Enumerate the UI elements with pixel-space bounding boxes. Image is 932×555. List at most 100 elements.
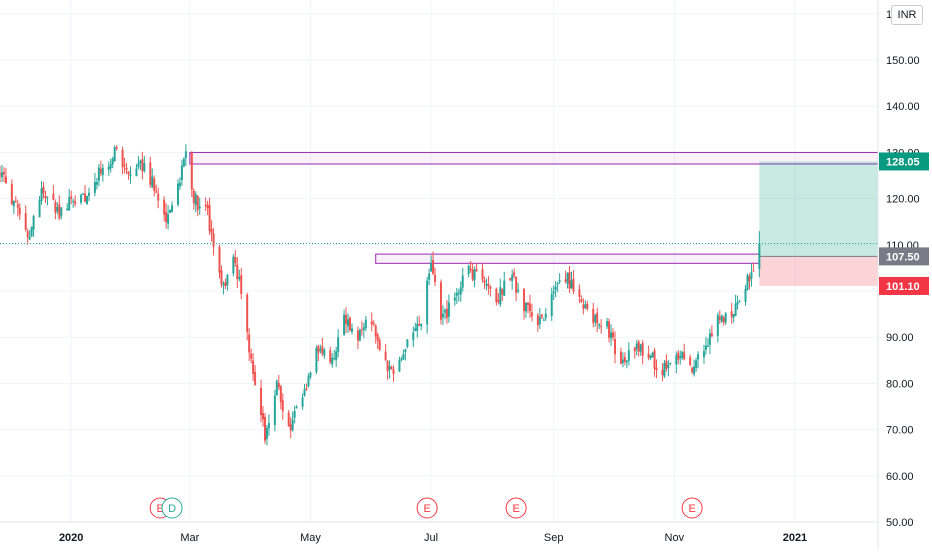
candle-body [141,159,144,172]
candle-body [14,201,17,203]
candle-body [315,347,318,373]
candle-body [390,366,393,369]
candle-body [18,207,21,215]
candle-body [309,372,312,377]
price-label-text: 107.50 [886,251,920,263]
candle-body [275,381,278,396]
event-label: E [157,503,164,515]
candle-body [426,280,429,325]
candle-body [137,163,140,168]
candle-body [558,280,561,282]
candle-body [153,178,156,191]
candle-body [370,321,373,325]
candle-body [457,292,460,294]
candle-body [625,360,628,363]
candle-body [198,206,201,209]
candle-body [592,308,595,323]
candle-body [679,356,682,359]
candle-body [661,369,664,376]
event-circle [416,497,438,519]
candle-body [683,352,686,360]
candle-body [72,200,75,202]
candle-body [60,207,63,216]
candle-body [127,171,130,175]
candle-body [720,315,723,322]
price-label-text: 101.10 [886,281,920,293]
candle-body [503,280,506,296]
candle-body [550,294,553,316]
candle-body [708,333,711,345]
candle-body [398,360,401,372]
candle-body [655,367,658,371]
candle-body [744,288,747,302]
candle-body [517,289,520,292]
candle-body [347,319,350,327]
candle-body [287,412,290,427]
event-marker: E [505,497,527,519]
candle-body [612,332,615,338]
candle-body [123,164,126,166]
candle-body [190,152,193,190]
candle-body [182,158,185,167]
candle-body [420,324,423,327]
candle-body [459,287,462,295]
candle-body [4,176,7,184]
candle-body [224,282,227,287]
candle-body [434,274,437,282]
candle-body [356,330,359,341]
candle-body [358,329,361,341]
candle-body [66,208,69,211]
event-marker: E [681,497,703,519]
candle-body [564,279,567,282]
candle-body [252,360,255,375]
candle-body [637,341,640,352]
candle-body [689,357,692,366]
candle-body [509,278,512,280]
candle-body [167,214,170,224]
currency-badge[interactable]: INR [891,5,923,25]
candle-body [165,212,168,223]
candle-body [647,353,650,358]
candle-body [248,334,251,353]
candle-body [710,333,713,337]
candle-body [2,171,5,175]
candle-body [473,269,476,281]
candle-body [349,317,352,331]
candle-body [598,324,601,326]
candle-body [273,395,276,426]
candle-body [418,323,421,326]
candle-body [263,416,266,441]
candle-body [439,282,442,320]
candle-body [376,334,379,341]
candle-body [610,332,613,339]
price-labels: 128.05 107.50 101.10 [879,152,929,295]
candle-body [469,268,472,270]
candle-body [323,349,326,356]
candle-body [157,193,160,201]
candle-body [38,200,41,218]
candle-body [572,278,575,292]
candle-body [441,313,444,318]
candle-body [475,269,478,272]
candle-body [84,193,87,202]
candle-body [455,292,458,296]
x-tick-label: Jul [424,532,438,544]
candle-body [428,273,431,280]
event-label: E [688,503,695,515]
candle-body [653,350,656,369]
candle-body [556,283,559,285]
candle-body [596,312,599,324]
candle-body [748,276,751,282]
candle-body [232,256,235,274]
candle-body [384,351,387,361]
candle-body [651,352,654,358]
candle-body [619,351,622,364]
candle-body [566,273,569,284]
candle-body [511,275,514,281]
candle-body [392,368,395,375]
candle-body [495,288,498,303]
candle-body [414,328,417,331]
